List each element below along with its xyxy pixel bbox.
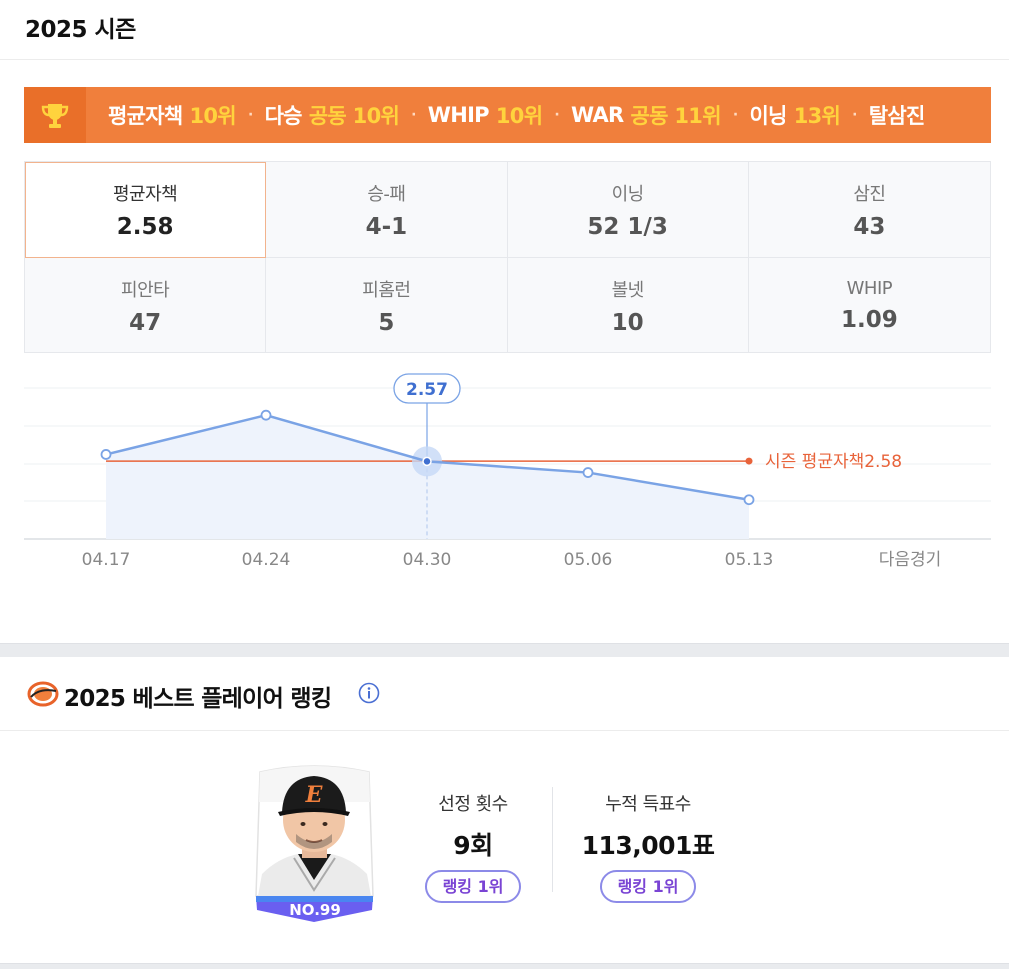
stat-value: 5 — [378, 309, 395, 336]
data-point — [582, 467, 594, 478]
stat-label: 삼진 — [853, 183, 886, 205]
era-trend-chart-svg: 시즌 평균자책2.58 2.57 04.17 04.24 04.30 05.06 05.13… — [24, 373, 991, 570]
data-point-active — [422, 456, 432, 467]
data-point — [260, 409, 272, 421]
ranking-item-rank: 13위 — [793, 104, 841, 128]
svg-text:E: E — [305, 782, 324, 808]
ranking-strip: 평균자책 10위 · 다승 공동 10위 · WHIP 10위 · WAR 공동 11위 · 이닝 13위… — [108, 87, 925, 143]
x-tick-label: 다음경기 — [879, 550, 942, 570]
x-tick-label: 04.30 — [403, 550, 452, 570]
best-player-title: 2025 베스트 플레이어 랭킹 — [64, 686, 332, 712]
ranking-separator: · — [852, 107, 857, 123]
selection-count-box: 선정 횟수 9회 랭킹 1위 — [410, 790, 536, 903]
ranking-item: 탈삼진 — [868, 100, 926, 130]
stat-label: 피안타 — [121, 279, 170, 301]
stat-tab[interactable]: 승-패 4-1 — [266, 162, 508, 258]
vote-count-label: 누적 득표수 — [605, 794, 691, 815]
data-point — [100, 449, 112, 460]
stat-label: 평균자책 — [113, 183, 178, 205]
stat-tab[interactable]: 피안타 47 — [25, 258, 267, 353]
selection-count-label: 선정 횟수 — [438, 794, 508, 815]
eagles-logo-icon — [27, 681, 59, 707]
stat-tab[interactable]: 이닝 52 1/3 — [507, 162, 749, 258]
ranking-item: 평균자책 10위 — [108, 100, 237, 130]
stat-label: 피홈런 — [362, 279, 411, 301]
ranking-item-name: WAR — [570, 103, 624, 127]
ranking-item-rank: 공동 11위 — [630, 104, 722, 128]
stat-value: 47 — [129, 309, 162, 336]
player-card[interactable]: E NO.99 — [254, 762, 375, 924]
highlight-value-label: 2.57 — [406, 380, 448, 400]
x-tick-label: 04.17 — [82, 550, 131, 570]
era-trend-chart: 시즌 평균자책2.58 2.57 04.17 04.24 04.30 05.06 05.13… — [0, 360, 1009, 590]
stat-value: 2.58 — [116, 213, 174, 240]
ranking-item-name: 평균자책 — [108, 104, 183, 128]
ranking-item-rank: 10위 — [189, 104, 236, 128]
ranking-item: 이닝 13위 — [749, 100, 840, 130]
ranking-item: WHIP 10위 — [428, 100, 543, 130]
stat-value: 4-1 — [365, 213, 408, 240]
ranking-item-name: WHIP — [427, 103, 490, 127]
x-tick-label: 05.06 — [564, 550, 613, 570]
ranking-item-rank: 공동 10위 — [308, 104, 400, 128]
stat-label: WHIP — [846, 278, 893, 299]
ranking-item-name: 탈삼진 — [868, 104, 926, 128]
season-header: 2025 시즌 — [0, 0, 1009, 60]
ranking-separator: · — [411, 107, 416, 123]
stat-value: 52 1/3 — [587, 213, 668, 240]
stat-tab[interactable]: 볼넷 10 — [508, 258, 749, 353]
season-average-end-dot — [745, 457, 753, 465]
stat-tab[interactable]: 피홈런 5 — [266, 258, 508, 353]
ranking-separator: · — [247, 107, 253, 123]
stat-label: 이닝 — [611, 183, 645, 205]
vertical-divider — [552, 787, 553, 892]
ranking-item: 다승 공동 10위 — [265, 100, 400, 130]
stat-label: 승-패 — [367, 183, 406, 205]
ranking-separator: · — [732, 107, 738, 123]
ranking-item-rank: 10위 — [495, 104, 543, 128]
stat-value: 43 — [853, 213, 886, 240]
season-average-label: 시즌 평균자책2.58 — [765, 452, 902, 472]
ranking-item-name: 다승 — [264, 104, 303, 128]
vote-rank-badge[interactable]: 랭킹 1위 — [599, 870, 697, 903]
ranking-item: WAR 공동 11위 — [570, 100, 722, 130]
stat-tab[interactable]: 평균자책 2.58 — [25, 162, 267, 258]
x-tick-label: 04.24 — [242, 550, 291, 570]
stat-value: 1.09 — [841, 307, 898, 333]
section-divider — [0, 643, 1009, 657]
season-title: 2025 시즌 — [25, 17, 136, 43]
vote-count-value: 113,001표 — [581, 831, 715, 860]
x-tick-label: 05.13 — [725, 550, 774, 570]
best-player-header: 2025 베스트 플레이어 랭킹 — [0, 657, 1009, 731]
stat-tab[interactable]: WHIP 1.09 — [749, 258, 990, 353]
highlight-tooltip — [393, 373, 461, 404]
stat-grid: 평균자책 2.58 승-패 4-1 이닝 52 1/3 삼진 43 피안타 47 피홈런 5 볼넷 10 W… — [24, 161, 991, 353]
selection-rank-badge[interactable]: 랭킹 1위 — [424, 870, 522, 903]
stat-tab[interactable]: 삼진 43 — [748, 162, 990, 258]
data-point — [743, 494, 755, 506]
ranking-separator: · — [554, 107, 559, 123]
trophy-icon-cell — [24, 87, 86, 143]
stat-label: 볼넷 — [611, 279, 645, 301]
ranking-banner: 평균자책 10위 · 다승 공동 10위 · WHIP 10위 · WAR 공동 11위 · 이닝 13위… — [24, 87, 991, 143]
player-card-number: NO.99 — [289, 901, 341, 919]
ranking-item-name: 이닝 — [749, 104, 787, 128]
section-divider-bottom — [0, 963, 1009, 969]
selection-count-value: 9회 — [453, 831, 493, 860]
stat-value: 10 — [611, 309, 644, 336]
trophy-icon — [41, 104, 69, 128]
vote-count-box: 누적 득표수 113,001표 랭킹 1위 — [573, 790, 723, 903]
info-icon[interactable] — [358, 682, 380, 704]
